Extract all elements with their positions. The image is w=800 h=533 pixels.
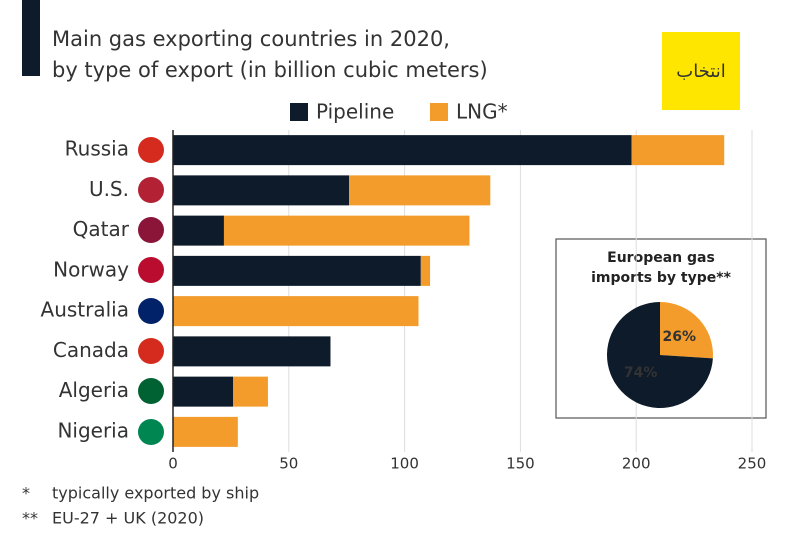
y-tick-label: Canada (53, 338, 129, 362)
bar (173, 336, 331, 367)
legend-label: LNG* (456, 100, 508, 124)
flags (138, 137, 164, 445)
title-bar (22, 0, 40, 76)
bar (233, 376, 268, 407)
x-tick-label: 0 (168, 455, 178, 473)
legend-swatch (430, 103, 448, 121)
legend-swatch (290, 103, 308, 121)
pie-label: 74% (624, 365, 658, 381)
y-tick-label: Algeria (59, 378, 129, 402)
bar (173, 255, 421, 286)
pie-title-box: European gas imports by type** (591, 250, 731, 286)
pie-label: 26% (663, 329, 697, 345)
y-tick-label: Russia (65, 137, 129, 161)
x-tick-label: 100 (390, 455, 419, 473)
y-tick-label: Australia (41, 298, 129, 322)
subtitle: Main gas exporting countries in 2020, (52, 27, 450, 51)
legend-label: Pipeline (316, 100, 394, 124)
bar (631, 135, 725, 166)
pie-title: European gas imports by type** (591, 250, 731, 286)
bar (349, 175, 491, 206)
bar (173, 215, 224, 246)
logo-text: انتخاب (676, 61, 726, 82)
y-tick-label: Norway (53, 257, 129, 281)
bar (173, 175, 350, 206)
x-tick-label: 150 (506, 455, 535, 473)
subtitle: by type of export (in billion cubic mete… (52, 58, 488, 82)
bar (173, 416, 238, 447)
footnote-mark: ** (22, 509, 38, 528)
pie-slice (660, 302, 714, 359)
footnote-mark: * (22, 484, 30, 503)
y-tick-label: Qatar (73, 217, 130, 241)
bar (173, 376, 234, 407)
logo (662, 32, 740, 110)
bar (173, 296, 419, 327)
footnote: typically exported by ship (52, 484, 259, 503)
x-tick-label: 200 (622, 455, 651, 473)
footnote: EU-27 + UK (2020) (52, 509, 204, 528)
x-tick-label: 250 (738, 455, 767, 473)
x-tick-label: 50 (279, 455, 298, 473)
bar (223, 215, 470, 246)
bar (173, 135, 632, 166)
y-tick-label: U.S. (89, 177, 129, 201)
y-tick-label: Nigeria (57, 418, 129, 442)
bar (420, 255, 431, 286)
pie-slice (607, 302, 713, 409)
